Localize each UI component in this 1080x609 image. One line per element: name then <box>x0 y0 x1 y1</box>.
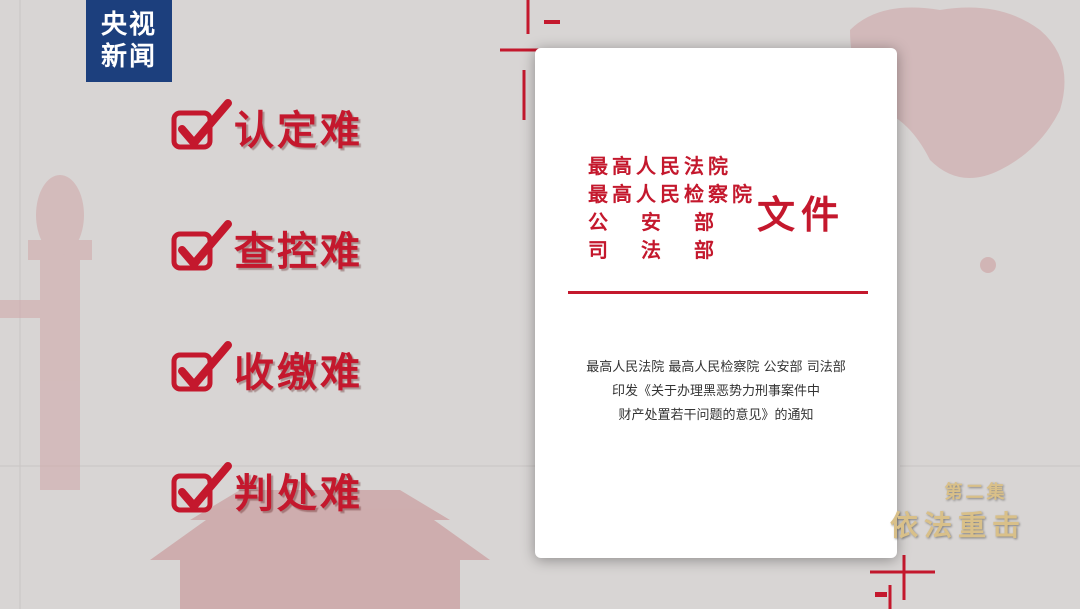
document-word: 文件 <box>757 193 846 237</box>
difficulty-item-1: 认定难 <box>170 92 363 162</box>
logo-line-1: 央视 <box>100 10 157 40</box>
difficulty-label: 认定难 <box>234 108 363 154</box>
issuer-public-security: 公安部 <box>588 210 747 234</box>
notice-line: 财产处置若干问题的意见》的通知 <box>618 408 814 423</box>
difficulty-label: 收缴难 <box>234 350 363 396</box>
notice-line: 最高人民法院 最高人民检察院 公安部 司法部 <box>586 360 846 375</box>
episode-title: 依法重击 <box>890 509 1027 542</box>
check-mark-icon <box>171 99 232 150</box>
episode-caption: 第二集 依法重击 <box>890 478 1026 544</box>
check-mark-icon <box>171 220 232 271</box>
notice-text: 最高人民法院 最高人民检察院 公安部 司法部 印发《关于办理黑恶势力刑事案件中 … <box>535 356 897 428</box>
cctv-news-logo: 央视 新闻 <box>86 0 172 82</box>
gate-tower <box>150 490 490 609</box>
huabiao-column <box>0 175 92 490</box>
issuer-justice: 司法部 <box>588 238 747 262</box>
difficulty-label: 查控难 <box>234 229 363 275</box>
difficulty-item-4: 判处难 <box>170 455 363 525</box>
logo-line-2: 新闻 <box>100 42 157 72</box>
check-mark-icon <box>171 462 232 513</box>
episode-label: 第二集 <box>944 482 1008 503</box>
difficulty-item-2: 查控难 <box>170 213 363 283</box>
notice-line: 印发《关于办理黑恶势力刑事案件中 <box>611 384 820 399</box>
official-document: 最高人民法院 最高人民检察院 公安部 司法部 文件 最高人民法院 最高人民检察院… <box>535 48 897 558</box>
difficulty-label: 判处难 <box>234 471 363 517</box>
difficulty-item-3: 收缴难 <box>170 334 363 404</box>
issuer-supreme-court: 最高人民法院 <box>588 154 732 178</box>
map-silhouette <box>850 7 1065 178</box>
issuer-procuratorate: 最高人民检察院 <box>588 182 756 206</box>
issuer-list: 最高人民法院 最高人民检察院 公安部 司法部 <box>588 152 756 264</box>
red-divider <box>568 291 868 294</box>
check-mark-icon <box>171 341 232 392</box>
